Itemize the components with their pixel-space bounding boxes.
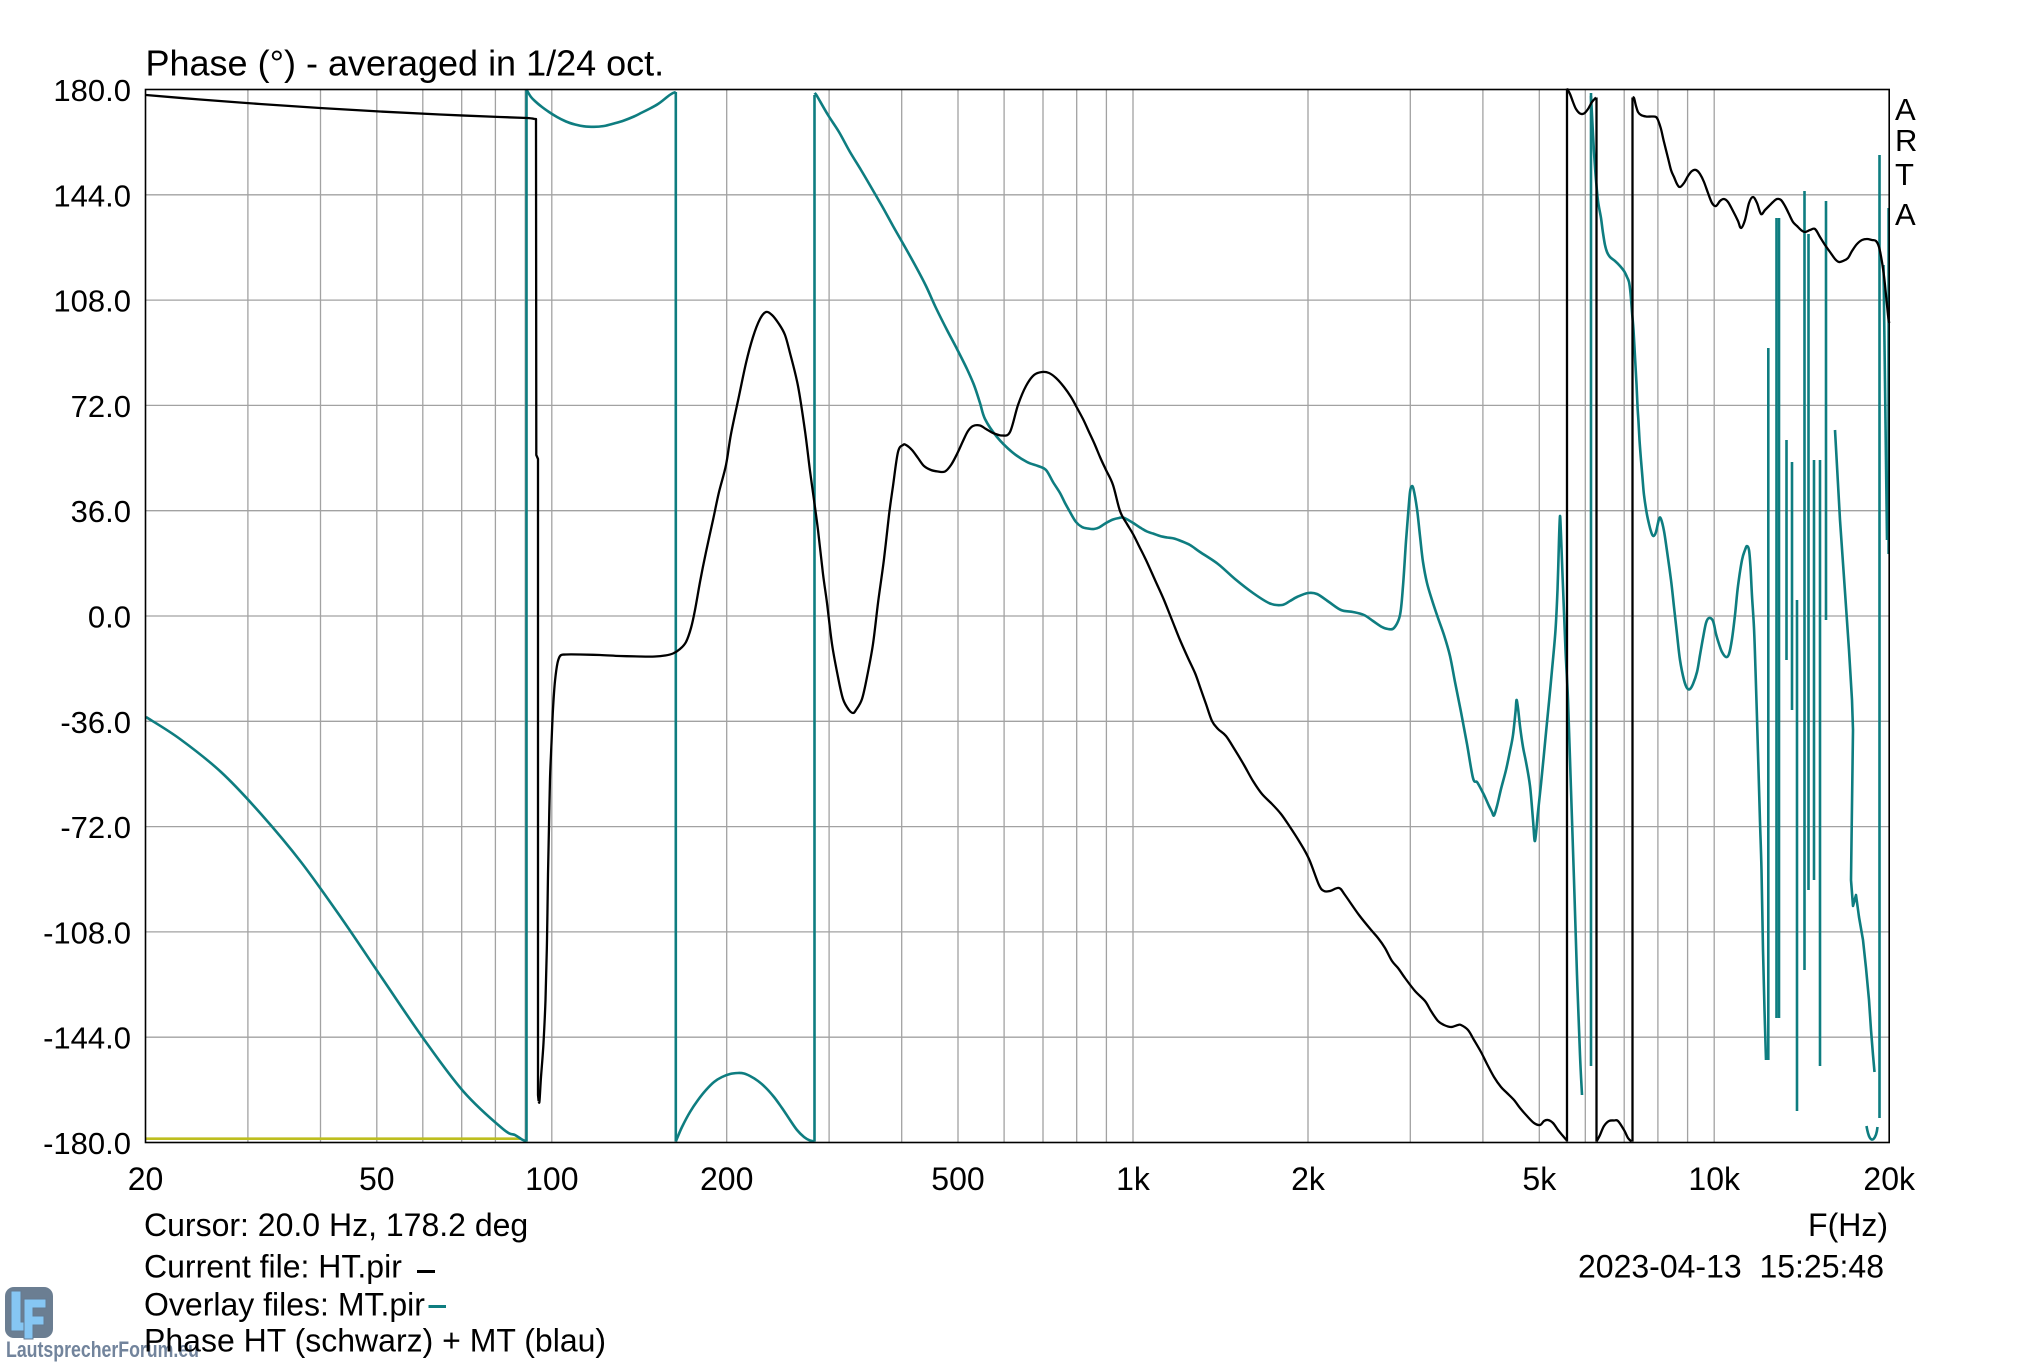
svg-text:-108.0: -108.0: [43, 915, 131, 950]
svg-text:Current file: HT.pir: Current file: HT.pir: [144, 1249, 402, 1285]
svg-text:Cursor: 20.0 Hz, 178.2 deg: Cursor: 20.0 Hz, 178.2 deg: [144, 1207, 528, 1243]
svg-text:36.0: 36.0: [71, 494, 131, 529]
svg-text:180.0: 180.0: [53, 73, 131, 108]
svg-text:-144.0: -144.0: [43, 1021, 131, 1056]
svg-text:20: 20: [128, 1161, 164, 1197]
svg-text:LautsprecherForum.eu: LautsprecherForum.eu: [6, 1337, 199, 1362]
svg-text:F(Hz): F(Hz): [1808, 1207, 1888, 1243]
svg-text:R: R: [1895, 123, 1917, 158]
svg-text:0.0: 0.0: [88, 600, 131, 635]
svg-text:5k: 5k: [1522, 1161, 1557, 1197]
svg-text:20k: 20k: [1863, 1161, 1916, 1197]
svg-text:72.0: 72.0: [71, 389, 131, 424]
svg-text:50: 50: [359, 1161, 395, 1197]
svg-text:-72.0: -72.0: [60, 810, 131, 845]
svg-text:108.0: 108.0: [53, 284, 131, 319]
svg-text:A: A: [1895, 92, 1916, 127]
svg-text:10k: 10k: [1688, 1161, 1741, 1197]
svg-text:200: 200: [700, 1161, 753, 1197]
svg-text:2023-04-13 15:25:48: 2023-04-13 15:25:48: [1578, 1249, 1884, 1285]
svg-text:100: 100: [525, 1161, 578, 1197]
svg-text:Overlay files: MT.pir: Overlay files: MT.pir: [144, 1287, 425, 1323]
svg-text:Phase (°) - averaged in 1/24 o: Phase (°) - averaged in 1/24 oct.: [146, 43, 665, 84]
svg-text:A: A: [1895, 197, 1916, 232]
svg-text:-36.0: -36.0: [60, 705, 131, 740]
svg-text:500: 500: [931, 1161, 984, 1197]
svg-text:1k: 1k: [1116, 1161, 1151, 1197]
svg-text:144.0: 144.0: [53, 178, 131, 213]
svg-text:2k: 2k: [1291, 1161, 1326, 1197]
svg-text:Phase HT (schwarz) + MT (blau): Phase HT (schwarz) + MT (blau): [144, 1323, 606, 1359]
svg-text:-180.0: -180.0: [43, 1126, 131, 1161]
svg-text:T: T: [1895, 157, 1914, 192]
